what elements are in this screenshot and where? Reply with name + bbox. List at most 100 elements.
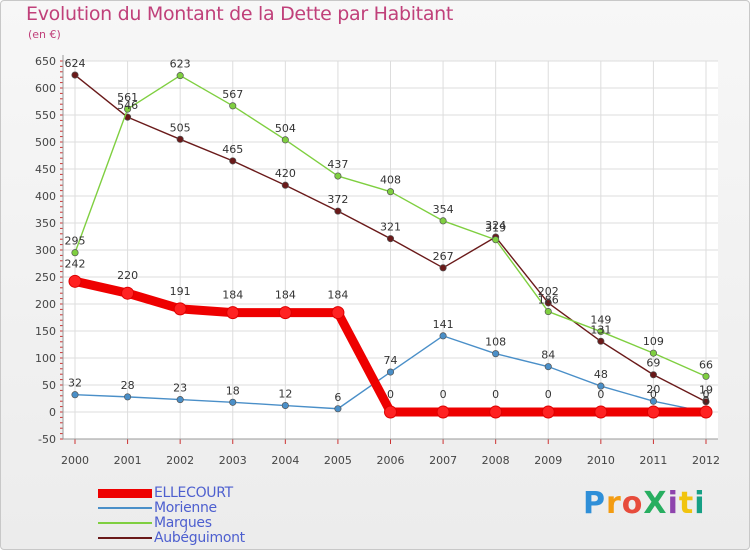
y-tick-label: 500 <box>35 136 56 149</box>
data-label: 84 <box>541 349 555 362</box>
data-point <box>334 172 342 180</box>
data-point <box>492 350 500 358</box>
data-label: 23 <box>173 382 187 395</box>
y-tick-label: 0 <box>49 406 56 419</box>
data-point <box>176 135 184 143</box>
y-tick-label: 450 <box>35 163 56 176</box>
data-point <box>229 398 237 406</box>
data-point <box>439 217 447 225</box>
data-point <box>597 337 605 345</box>
data-label: 267 <box>433 250 454 263</box>
data-label: 567 <box>222 88 243 101</box>
data-label: 504 <box>275 122 296 135</box>
data-point <box>121 286 135 300</box>
legend-swatch <box>98 537 152 539</box>
brand-letter: t <box>678 486 695 521</box>
data-label: 6 <box>334 391 341 404</box>
data-label: 220 <box>117 269 138 282</box>
legend-label: Aubéguimont <box>154 530 245 546</box>
data-label: 408 <box>380 174 401 187</box>
data-label: 141 <box>433 318 454 331</box>
x-tick-label: 2010 <box>587 454 615 467</box>
data-label: 242 <box>65 257 86 270</box>
data-label: 0 <box>440 388 447 401</box>
y-tick-label: 400 <box>35 190 56 203</box>
data-label: 437 <box>327 158 348 171</box>
x-tick-label: 2011 <box>639 454 667 467</box>
y-tick-label: 300 <box>35 244 56 257</box>
legend-item: Aubéguimont <box>98 530 245 546</box>
data-point <box>702 398 710 406</box>
data-point <box>124 393 132 401</box>
y-tick-label: 50 <box>42 379 56 392</box>
data-point <box>229 157 237 165</box>
data-point <box>541 405 555 419</box>
x-tick-label: 2003 <box>219 454 247 467</box>
data-point <box>594 405 608 419</box>
data-point <box>439 264 447 272</box>
chart-subtitle: (en €) <box>28 28 61 41</box>
data-point <box>226 306 240 320</box>
data-label: 465 <box>222 143 243 156</box>
data-label: 48 <box>594 368 608 381</box>
data-point <box>229 102 237 110</box>
data-label: 12 <box>278 388 292 401</box>
brand-letter: r <box>606 486 622 521</box>
data-point <box>649 397 657 405</box>
x-tick-label: 2005 <box>324 454 352 467</box>
data-point <box>649 371 657 379</box>
data-label: 321 <box>380 221 401 234</box>
data-label: 324 <box>485 219 506 232</box>
legend-item: Morienne <box>98 500 217 516</box>
data-point <box>436 405 450 419</box>
data-point <box>176 396 184 404</box>
data-label: 546 <box>117 99 138 112</box>
legend-label: ELLECOURT <box>154 485 233 501</box>
x-tick-label: 2009 <box>534 454 562 467</box>
data-point <box>699 405 713 419</box>
data-point <box>281 136 289 144</box>
x-tick-label: 2002 <box>166 454 194 467</box>
x-tick-label: 2004 <box>271 454 299 467</box>
data-point <box>68 274 82 288</box>
data-label: 623 <box>170 58 191 71</box>
data-label: 0 <box>492 388 499 401</box>
data-label: 131 <box>590 323 611 336</box>
data-label: 319 <box>485 222 506 235</box>
data-point <box>384 405 397 419</box>
data-label: 202 <box>538 285 559 298</box>
data-label: 184 <box>327 289 348 302</box>
y-tick-label: 250 <box>35 271 56 284</box>
data-label: 0 <box>703 388 710 401</box>
data-point <box>544 299 552 307</box>
data-label: 20 <box>646 383 660 396</box>
data-label: 109 <box>643 335 664 348</box>
data-point <box>71 391 79 399</box>
data-label: 184 <box>222 289 243 302</box>
data-label: 149 <box>590 314 611 327</box>
x-tick-label: 2012 <box>692 454 720 467</box>
data-point <box>331 306 345 320</box>
data-label: 0 <box>545 388 552 401</box>
data-point <box>597 382 605 390</box>
data-point <box>489 405 503 419</box>
x-tick-label: 2006 <box>377 454 405 467</box>
y-tick-label: 150 <box>35 325 56 338</box>
y-tick-label: 550 <box>35 109 56 122</box>
data-point <box>702 372 710 380</box>
x-tick-label: 2007 <box>429 454 457 467</box>
data-label: 0 <box>703 394 710 407</box>
brand-letter: i <box>667 486 679 521</box>
data-point <box>281 401 289 410</box>
data-label: 0 <box>387 388 394 401</box>
data-label: 74 <box>384 354 398 367</box>
data-label: 108 <box>485 336 506 349</box>
y-tick-label: 600 <box>35 82 56 95</box>
data-point <box>71 249 79 257</box>
data-point <box>71 71 79 79</box>
legend-item: Marques <box>98 515 212 531</box>
x-tick-label: 2000 <box>61 454 89 467</box>
data-label: 0 <box>650 388 657 401</box>
data-label: 19 <box>699 384 713 397</box>
